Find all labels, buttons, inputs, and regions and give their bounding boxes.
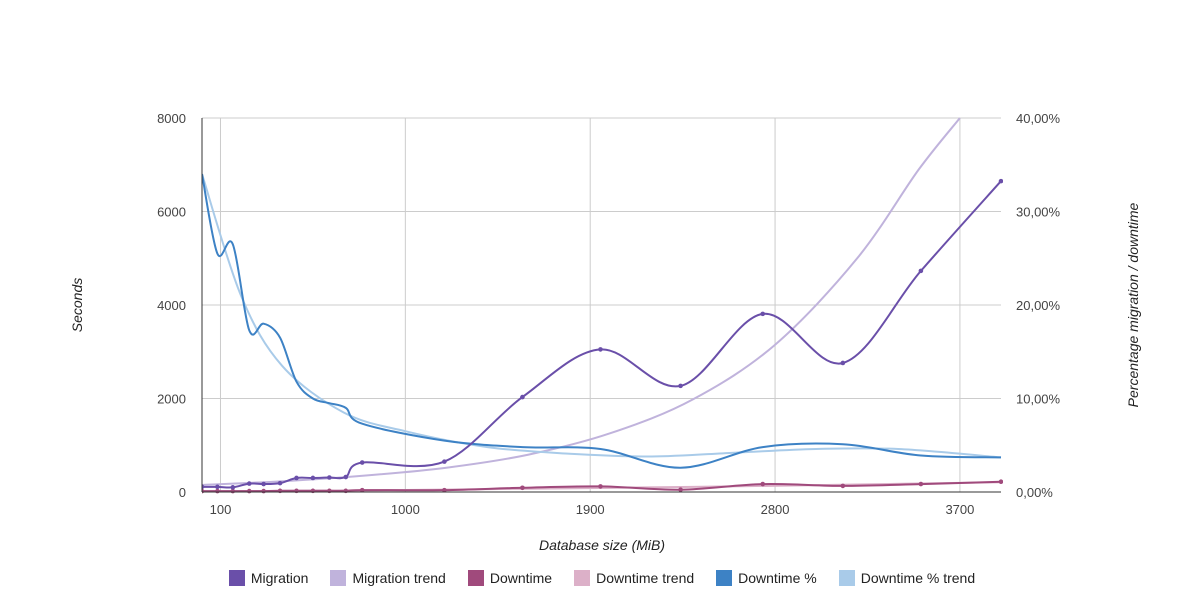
grid bbox=[202, 117, 1001, 493]
legend-item-downtime-pct: Downtime % bbox=[716, 570, 817, 586]
y2-tick-label: 20,00% bbox=[1016, 298, 1061, 313]
legend-item-migration: Migration bbox=[228, 570, 309, 586]
legend-label: Migration bbox=[250, 570, 309, 586]
migration-point bbox=[327, 475, 332, 480]
y-tick-label: 6000 bbox=[157, 205, 186, 220]
legend-item-downtime-trend: Downtime trend bbox=[574, 570, 694, 586]
y-axis-title: Seconds bbox=[69, 278, 85, 332]
y-tick-label: 0 bbox=[179, 485, 186, 500]
migration-trend-line bbox=[202, 117, 961, 486]
series-downtime bbox=[202, 479, 1003, 494]
legend-item-migration-trend: Migration trend bbox=[330, 570, 446, 586]
migration-point bbox=[246, 481, 252, 486]
migration-point bbox=[678, 383, 683, 389]
migration-point bbox=[277, 480, 283, 486]
series-downtime-pct bbox=[202, 173, 1002, 469]
series-migration-trend bbox=[202, 117, 961, 486]
migration-point bbox=[840, 360, 846, 366]
downtime-point bbox=[998, 479, 1003, 485]
legend-label: Downtime trend bbox=[596, 570, 695, 586]
y2-tick-label: 30,00% bbox=[1016, 205, 1061, 220]
migration-point bbox=[918, 268, 924, 274]
migration-point bbox=[359, 460, 365, 465]
migration-line bbox=[202, 180, 1002, 489]
migration-point bbox=[760, 311, 766, 317]
legend-label: Downtime % trend bbox=[860, 570, 976, 586]
legend-swatch bbox=[467, 570, 484, 586]
legend-swatch bbox=[574, 570, 591, 586]
y2-tick-label: 10,00% bbox=[1016, 392, 1061, 407]
migration-point bbox=[202, 484, 205, 490]
downtime-point bbox=[246, 488, 252, 494]
downtime-point bbox=[760, 481, 766, 487]
legend-label: Downtime % bbox=[738, 570, 817, 586]
downtime-point bbox=[442, 487, 447, 493]
x-tick-label: 1000 bbox=[391, 502, 420, 517]
downtime-point bbox=[678, 487, 683, 492]
series-layer bbox=[202, 117, 1003, 494]
legend-item-downtime: Downtime bbox=[467, 570, 553, 586]
legend-label: Migration trend bbox=[352, 570, 446, 586]
legend-item-downtime-pct-trend: Downtime % trend bbox=[838, 570, 976, 586]
migration-point bbox=[598, 347, 603, 352]
y2-axis-title: Percentage migration / downtime bbox=[1125, 202, 1141, 407]
migration-point bbox=[230, 485, 236, 490]
migration-point bbox=[520, 394, 525, 400]
downtime-point bbox=[840, 483, 846, 489]
x-axis-title: Database size (MiB) bbox=[539, 537, 665, 553]
migration-point bbox=[294, 475, 299, 481]
y2-tick-label: 0,00% bbox=[1016, 485, 1053, 500]
legend-swatch bbox=[716, 570, 733, 586]
series-migration bbox=[202, 178, 1003, 490]
downtime-pct-trend-line bbox=[202, 173, 1002, 459]
migration-point bbox=[215, 484, 220, 490]
series-downtime-pct-trend bbox=[202, 173, 1002, 459]
axes: 0 2000 4000 6000 8000 0,00% 10,00% 20,00% 30,00%… bbox=[157, 111, 1060, 517]
y-tick-label: 2000 bbox=[157, 392, 186, 407]
downtime-point bbox=[918, 481, 924, 487]
y-tick-label: 8000 bbox=[157, 111, 186, 126]
downtime-point bbox=[520, 485, 525, 491]
downtime-point bbox=[261, 488, 266, 494]
x-tick-label: 100 bbox=[210, 502, 232, 517]
downtime-point bbox=[598, 484, 603, 489]
downtime-point bbox=[359, 487, 365, 493]
legend-swatch bbox=[838, 570, 855, 586]
migration-point bbox=[442, 459, 447, 464]
migration-point bbox=[998, 178, 1003, 184]
legend-swatch bbox=[330, 570, 347, 586]
x-tick-label: 2800 bbox=[761, 502, 790, 517]
legend-label: Downtime bbox=[489, 570, 553, 586]
downtime-point bbox=[215, 488, 220, 494]
migration-point bbox=[310, 475, 316, 481]
downtime-pct-line bbox=[202, 173, 1002, 469]
migration-point bbox=[343, 474, 349, 480]
y-tick-label: 4000 bbox=[157, 298, 186, 313]
legend-swatch bbox=[228, 570, 245, 586]
x-tick-label: 3700 bbox=[945, 502, 974, 517]
migration-point bbox=[261, 481, 266, 487]
y2-tick-label: 40,00% bbox=[1016, 111, 1061, 126]
legend: Migration Migration trend Downtime Downtime… bbox=[0, 570, 1204, 586]
x-tick-label: 1900 bbox=[576, 502, 605, 517]
